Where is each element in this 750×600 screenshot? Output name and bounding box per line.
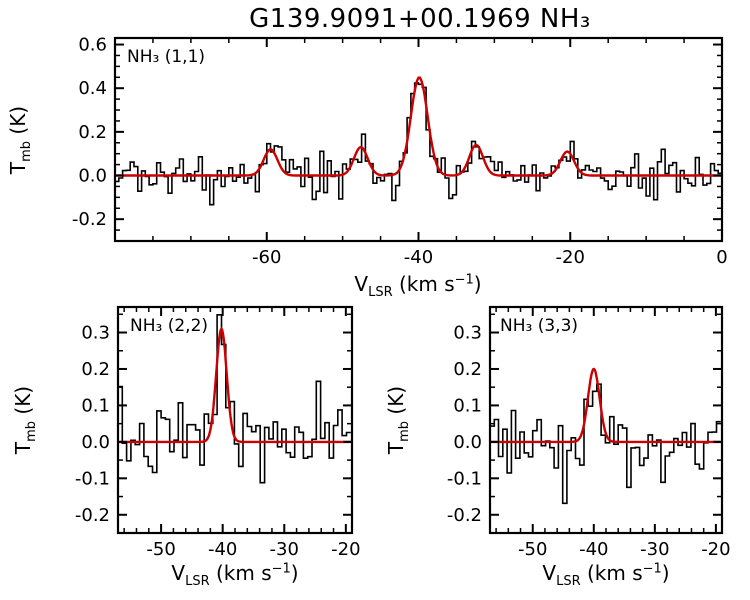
- panel-label-nh3-11: NH₃ (1,1): [127, 47, 206, 67]
- ylabel-post: (K): [11, 385, 35, 421]
- svg-text:0.4: 0.4: [78, 78, 107, 99]
- xlabel-sup: −1: [454, 272, 474, 288]
- xlabel-pre: V: [354, 272, 369, 296]
- svg-text:-0.2: -0.2: [447, 505, 482, 526]
- xlabel-sub: LSR: [556, 574, 581, 589]
- ylabel-sub: mb: [24, 420, 39, 442]
- xlabel-pre: V: [171, 561, 186, 585]
- svg-text:-40: -40: [404, 247, 433, 268]
- svg-text:0.3: 0.3: [453, 323, 482, 344]
- figure-title: G139.9091+00.1969 NH₃: [249, 4, 591, 34]
- ylabel-pre: T: [6, 161, 30, 175]
- svg-text:-40: -40: [208, 539, 237, 560]
- svg-text:-0.1: -0.1: [447, 468, 482, 489]
- svg-text:0.0: 0.0: [453, 432, 482, 453]
- svg-text:0: 0: [716, 247, 727, 268]
- svg-text:0.3: 0.3: [81, 323, 110, 344]
- svg-text:-20: -20: [556, 247, 585, 268]
- ylabel-post: (K): [6, 105, 30, 141]
- svg-text:-20: -20: [701, 539, 730, 560]
- x-axis-label-bottom-right: VLSR (km s−1): [542, 561, 669, 589]
- panel-label-nh3-33: NH₃ (3,3): [500, 316, 579, 336]
- svg-text:-60: -60: [252, 247, 281, 268]
- y-axis-label-top: Tmb (K): [6, 106, 34, 174]
- svg-text:-40: -40: [579, 539, 608, 560]
- xlabel-sup: −1: [642, 561, 662, 577]
- xlabel-sub: LSR: [368, 285, 393, 300]
- svg-text:0.2: 0.2: [453, 359, 482, 380]
- svg-text:-20: -20: [331, 539, 360, 560]
- panel-label-nh3-22: NH₃ (2,2): [130, 316, 209, 336]
- ylabel-pre: T: [11, 441, 35, 455]
- x-axis-label-bottom-left: VLSR (km s−1): [171, 561, 298, 589]
- xlabel-post: ): [290, 561, 299, 585]
- svg-text:0.0: 0.0: [78, 166, 107, 187]
- xlabel-sub: LSR: [185, 574, 210, 589]
- xlabel-post: ): [473, 272, 482, 296]
- y-axis-label-bottom-right: Tmb (K): [384, 386, 412, 454]
- xlabel-mid: (km s: [580, 561, 643, 585]
- svg-text:0.6: 0.6: [78, 35, 107, 56]
- y-axis-label-bottom-left: Tmb (K): [11, 386, 39, 454]
- ylabel-sub: mb: [397, 420, 412, 442]
- svg-text:-30: -30: [640, 539, 669, 560]
- xlabel-mid: (km s: [392, 272, 455, 296]
- svg-text:-30: -30: [270, 539, 299, 560]
- xlabel-sup: −1: [271, 561, 291, 577]
- svg-text:0.1: 0.1: [453, 395, 482, 416]
- svg-text:0.2: 0.2: [81, 359, 110, 380]
- xlabel-post: ): [661, 561, 670, 585]
- xlabel-mid: (km s: [209, 561, 272, 585]
- svg-text:-0.2: -0.2: [75, 505, 110, 526]
- ylabel-post: (K): [384, 385, 408, 421]
- svg-text:-0.1: -0.1: [75, 468, 110, 489]
- ylabel-sub: mb: [19, 140, 34, 162]
- svg-text:0.0: 0.0: [81, 432, 110, 453]
- svg-text:-0.2: -0.2: [72, 209, 107, 230]
- svg-text:-50: -50: [518, 539, 547, 560]
- svg-text:0.2: 0.2: [78, 122, 107, 143]
- x-axis-label-top: VLSR (km s−1): [354, 272, 481, 300]
- svg-text:0.1: 0.1: [81, 395, 110, 416]
- svg-text:-50: -50: [146, 539, 175, 560]
- ylabel-pre: T: [384, 441, 408, 455]
- xlabel-pre: V: [542, 561, 557, 585]
